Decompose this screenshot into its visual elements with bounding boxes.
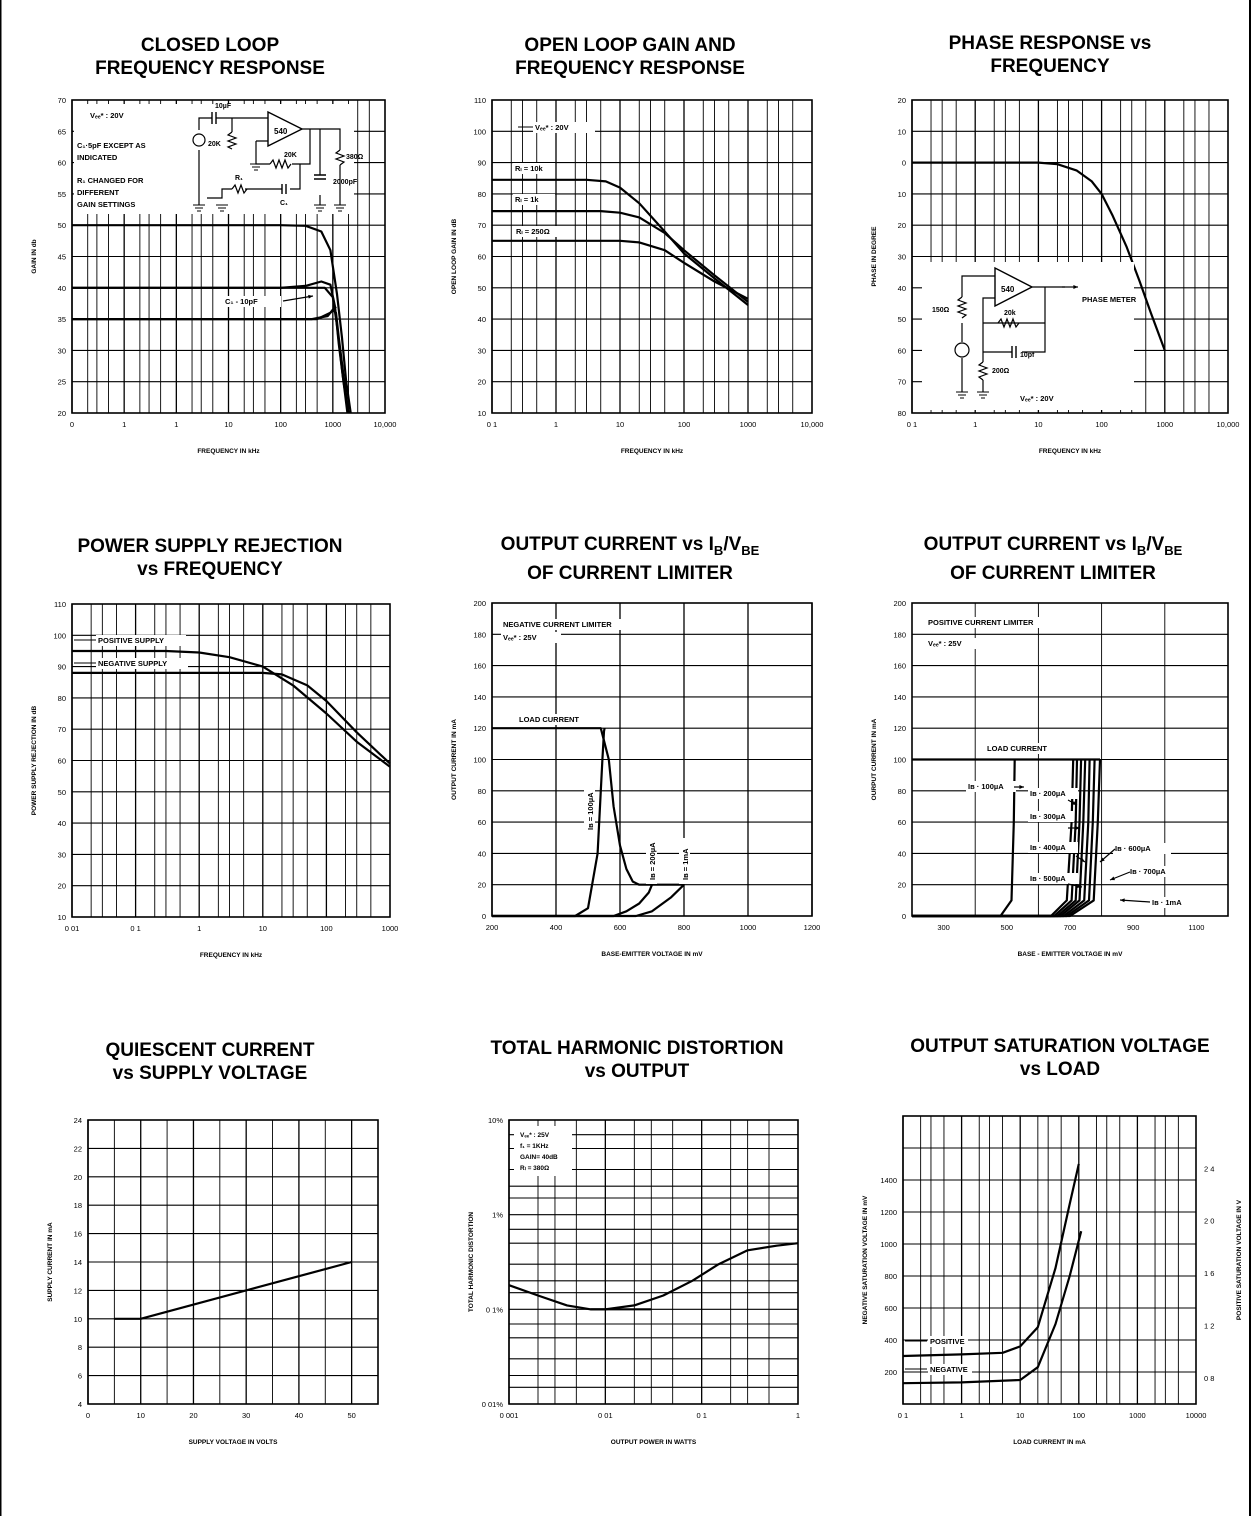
resistor-symbol: [231, 183, 248, 195]
c1-10pf-label-bg: [223, 296, 281, 307]
schematic-wires: [198, 117, 341, 205]
different-note: DIFFERENT: [77, 188, 120, 197]
series-line: [72, 280, 350, 414]
y-tick-label: 50: [58, 221, 66, 230]
resistor-symbol: [269, 158, 292, 170]
chart-5-title: OUTPUT CURRENT vs IB/VBE OF CURRENT LIMIT…: [500, 534, 760, 584]
c1-schem-label: C₁: [280, 200, 288, 207]
y-tick-label: 30: [58, 346, 66, 355]
y-tick-label: 60: [58, 159, 66, 168]
y-axis-label: GAIN IN db: [31, 239, 38, 273]
chart-1-title: CLOSED LOOP FREQUENCY RESPONSE: [95, 35, 325, 79]
c1-10pf-label: C₁ - 10pF: [225, 297, 258, 306]
ground-symbol: [216, 204, 228, 212]
cap-label: 10µF: [215, 103, 232, 110]
source-symbol: [192, 133, 206, 147]
r1-label: R₁: [235, 175, 243, 182]
chart-7-title: QUIESCENT CURRENT vs SUPPLY VOLTAGE: [105, 1040, 315, 1084]
cload-label: 2000pF: [333, 179, 358, 186]
x-tick-label: 1: [122, 420, 126, 429]
chart-8-title: TOTAL HARMONIC DISTORTION vs OUTPUT: [490, 1038, 784, 1082]
x-axis-label: FREQUENCY IN kHz: [197, 448, 260, 455]
chart-2-title: OPEN LOOP GAIN AND FREQUENCY RESPONSE: [515, 35, 745, 79]
annotation-bg: [74, 104, 354, 214]
y-tick-label: 70: [58, 96, 66, 105]
ground-symbol: [314, 204, 326, 212]
c1-arrow: [282, 295, 314, 302]
chart-3-title: PHASE RESPONSE vs FREQUENCY: [948, 33, 1152, 77]
y-tick-label: 40: [58, 284, 66, 293]
cap-symbol: [211, 112, 217, 124]
x-tick-label: 10,000: [374, 420, 397, 429]
ground-symbol: [334, 204, 346, 212]
resistor-symbol: [334, 149, 346, 166]
x-tick-label: 10: [224, 420, 232, 429]
indicated-note: INDICATED: [77, 153, 118, 162]
series-line: [72, 305, 337, 321]
gain-settings-note: GAIN SETTINGS: [77, 200, 135, 209]
y-tick-label: 65: [58, 127, 66, 136]
vcc-note: Vₑₑ* : 20V: [90, 111, 124, 120]
series-line: [72, 224, 352, 414]
x-tick-label: 1000: [324, 420, 341, 429]
rfb-label: 20K: [284, 152, 297, 159]
y-tick-label: 55: [58, 190, 66, 199]
opamp-symbol: [267, 110, 304, 148]
x-tick-label: 1: [174, 420, 178, 429]
chart-1-plot: 0 1 1 10 100 1000 10,000 20 25 30 35 40 45 50 55 60 65 70…: [31, 96, 396, 455]
arrow-head: [308, 294, 313, 299]
series-line: [72, 308, 350, 414]
opamp-label: 540: [274, 127, 288, 136]
x-tick-label: 0: [70, 420, 74, 429]
chart-9-title: OUTPUT SATURATION VOLTAGE vs LOAD: [910, 1036, 1210, 1080]
chart-6-title: OUTPUT CURRENT vs IB/VBE OF CURRENT LIMIT…: [923, 534, 1183, 584]
cap-symbol: [281, 184, 287, 194]
y-tick-label: 35: [58, 315, 66, 324]
y-tick-label: 20: [58, 409, 66, 418]
plot-frame: [71, 99, 386, 414]
ground-symbol: [193, 204, 205, 212]
cap-symbol: [314, 174, 326, 180]
resistor-symbol: [226, 131, 238, 150]
y-tick-label: 25: [58, 378, 66, 387]
x-tick-label: 100: [274, 420, 287, 429]
rload-label: 380Ω: [346, 154, 364, 161]
r1-note: R₁ CHANGED FOR: [77, 176, 144, 185]
c1-note: C₁·5pF EXCEPT AS: [77, 141, 146, 150]
y-tick-label: 45: [58, 253, 66, 262]
chart-4-title: POWER SUPPLY REJECTION vs FREQUENCY: [77, 536, 343, 580]
ground-symbol: [250, 163, 262, 171]
rin-label: 20K: [208, 141, 221, 148]
